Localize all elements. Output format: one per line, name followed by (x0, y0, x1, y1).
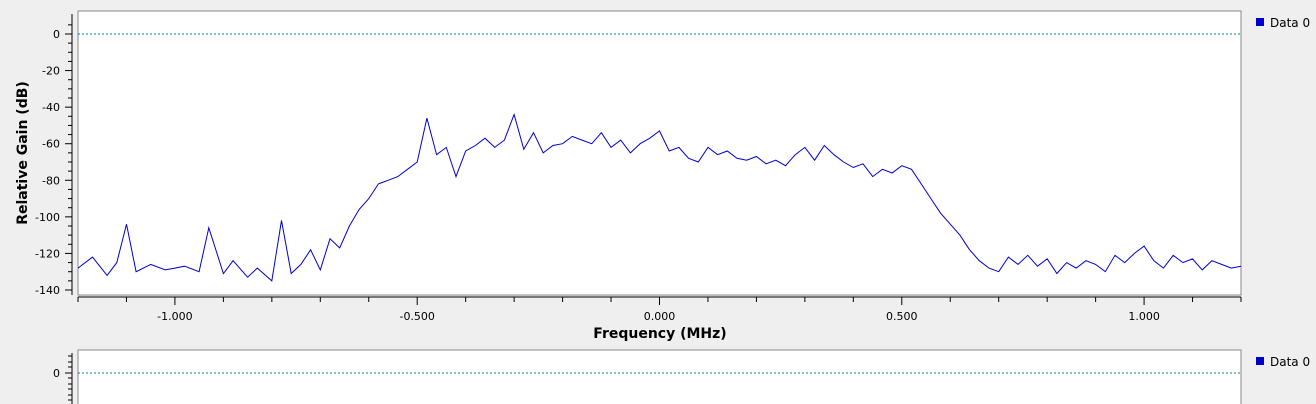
top-legend: Data 0 (1256, 16, 1310, 30)
bottom-y-axis: 0 (53, 353, 73, 404)
legend-swatch (1256, 18, 1264, 26)
y-tick-label: -140 (35, 284, 60, 297)
y-tick-label: -80 (42, 174, 60, 187)
bottom-legend: Data 0 (1256, 355, 1310, 369)
top-plot-area (77, 10, 1242, 296)
x-axis-title: Frequency (MHz) (593, 326, 726, 342)
y-axis-title: Relative Gain (dB) (15, 81, 31, 225)
legend-swatch (1256, 357, 1264, 365)
x-tick-label: 0.500 (886, 310, 918, 323)
x-tick-label: -1.000 (157, 310, 192, 323)
x-tick-label: 1.000 (1128, 310, 1160, 323)
y-tick-label: 0 (53, 28, 60, 41)
y-tick-label: -120 (35, 247, 60, 260)
legend-label: Data 0 (1270, 355, 1310, 369)
y-tick-label: 0 (53, 367, 60, 380)
data-0-trace (77, 112, 1242, 282)
y-tick-label: -60 (42, 138, 60, 151)
y-tick-label: -100 (35, 211, 60, 224)
legend-label: Data 0 (1270, 16, 1310, 30)
top-x-axis: -1.000 -0.500 0.000 0.500 1.000 (77, 296, 1242, 323)
top-chart: 0 -20 -40 -60 -80 -100 -120 -140 -1.000 -0.500 0.… (15, 10, 1310, 342)
y-tick-label: -20 (42, 65, 60, 78)
x-tick-label: -0.500 (399, 310, 434, 323)
x-tick-label: 0.000 (644, 310, 676, 323)
y-tick-label: -40 (42, 101, 60, 114)
bottom-chart: 0 Data 0 (53, 349, 1310, 404)
bottom-plot-area (77, 349, 1242, 404)
top-y-axis: 0 -20 -40 -60 -80 -100 -120 -140 (35, 14, 73, 297)
